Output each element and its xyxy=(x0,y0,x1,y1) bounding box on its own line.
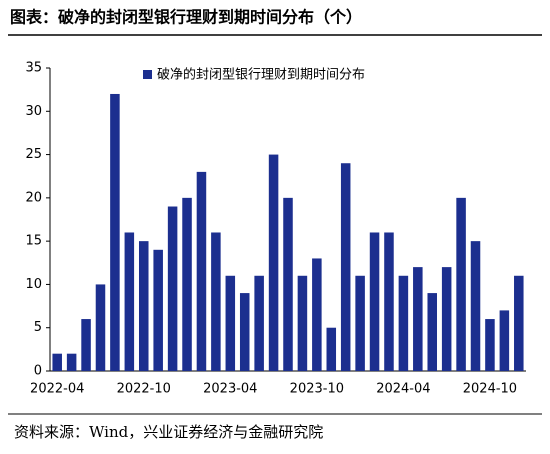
bar xyxy=(211,232,221,371)
legend-swatch xyxy=(143,70,152,79)
bar xyxy=(110,93,120,371)
bar xyxy=(514,275,524,371)
bar xyxy=(312,258,322,371)
bar xyxy=(369,232,380,371)
y-tick-label: 35 xyxy=(25,61,42,76)
bar xyxy=(441,267,452,371)
bar xyxy=(66,353,77,371)
legend-label: 破净的封闭型银行理财到期时间分布 xyxy=(157,67,365,83)
chart-title: 图表：破净的封闭型银行理财到期时间分布（个） xyxy=(10,8,362,27)
y-tick-label: 0 xyxy=(34,364,42,379)
bar xyxy=(254,275,264,371)
bar xyxy=(340,163,351,371)
y-tick-label: 5 xyxy=(34,320,42,335)
bar xyxy=(384,232,394,371)
bar xyxy=(413,267,423,371)
x-tick-label: 2024-04 xyxy=(376,382,430,397)
bar xyxy=(52,353,62,371)
bar xyxy=(499,310,510,371)
bar xyxy=(196,171,207,371)
source: 资料来源：Wind，兴业证券经济与金融研究院 xyxy=(14,423,323,441)
y-tick-label: 30 xyxy=(25,104,42,119)
bar xyxy=(283,197,293,371)
bar xyxy=(81,319,91,371)
bar xyxy=(95,284,106,371)
bar xyxy=(138,241,149,371)
y-tick-label: 25 xyxy=(25,147,42,162)
bar xyxy=(182,197,192,371)
bar xyxy=(239,293,250,371)
y-tick-label: 15 xyxy=(25,234,42,249)
bar xyxy=(268,154,279,371)
bar xyxy=(456,197,466,371)
bar xyxy=(326,327,337,371)
bar xyxy=(485,319,495,371)
x-tick-label: 2023-04 xyxy=(203,382,257,397)
bar xyxy=(225,275,236,371)
bar xyxy=(167,206,178,371)
y-tick-label: 10 xyxy=(25,277,42,292)
bar xyxy=(124,232,135,371)
bar xyxy=(398,275,409,371)
bar xyxy=(355,275,365,371)
bar xyxy=(153,249,163,371)
x-tick-label: 2023-10 xyxy=(290,382,344,397)
x-tick-label: 2024-10 xyxy=(463,382,517,397)
x-tick-label: 2022-04 xyxy=(30,382,84,397)
bar xyxy=(297,275,308,371)
bar xyxy=(470,241,481,371)
x-tick-label: 2022-10 xyxy=(117,382,171,397)
y-tick-label: 20 xyxy=(25,190,42,205)
bar xyxy=(427,293,438,371)
